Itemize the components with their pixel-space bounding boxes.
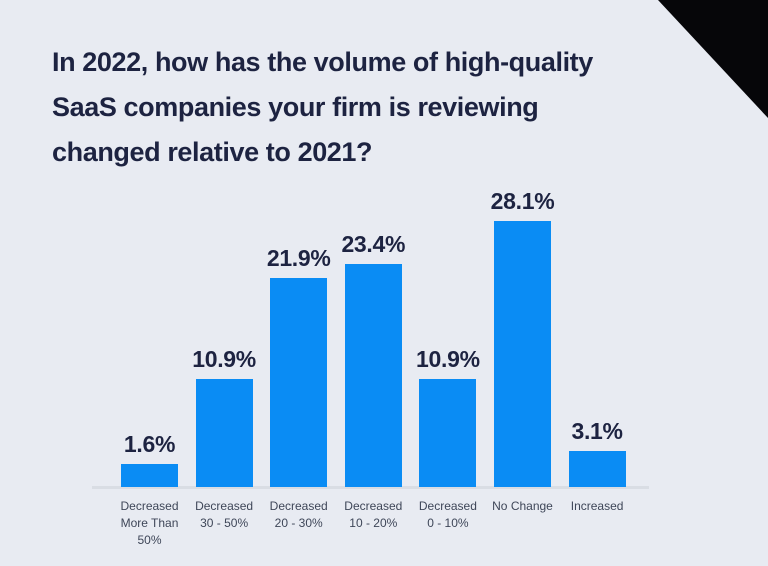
bar-value-label: 21.9% [266,245,331,271]
bar-category-label: No Change [492,499,553,513]
bar-value-label: 28.1% [490,188,555,214]
bar-category-label: Increased [570,499,624,513]
x-axis-line [92,486,649,489]
bar-value-label: 3.1% [571,418,623,444]
bar-value-label: 10.9% [416,346,480,372]
bar [568,451,626,487]
bar [344,264,402,487]
bar-category-label: Decreased More Than 50% [120,499,179,547]
bar [195,379,253,487]
chart-title: In 2022, how has the volume of high-qual… [52,47,593,167]
bar [270,278,328,487]
bar [494,221,551,487]
bar-value-label: 1.6% [123,431,176,457]
bar-value-label: 10.9% [192,346,256,372]
bar-category-label: Decreased 10 - 20% [344,499,403,530]
bar-category-label: Decreased 20 - 30% [269,499,328,530]
bar-category-label: Decreased 0 - 10% [418,499,477,530]
bar-value-label: 23.4% [341,231,406,257]
bar-category-label: Decreased 30 - 50% [195,499,254,530]
bar [419,379,477,487]
bar [121,464,178,487]
